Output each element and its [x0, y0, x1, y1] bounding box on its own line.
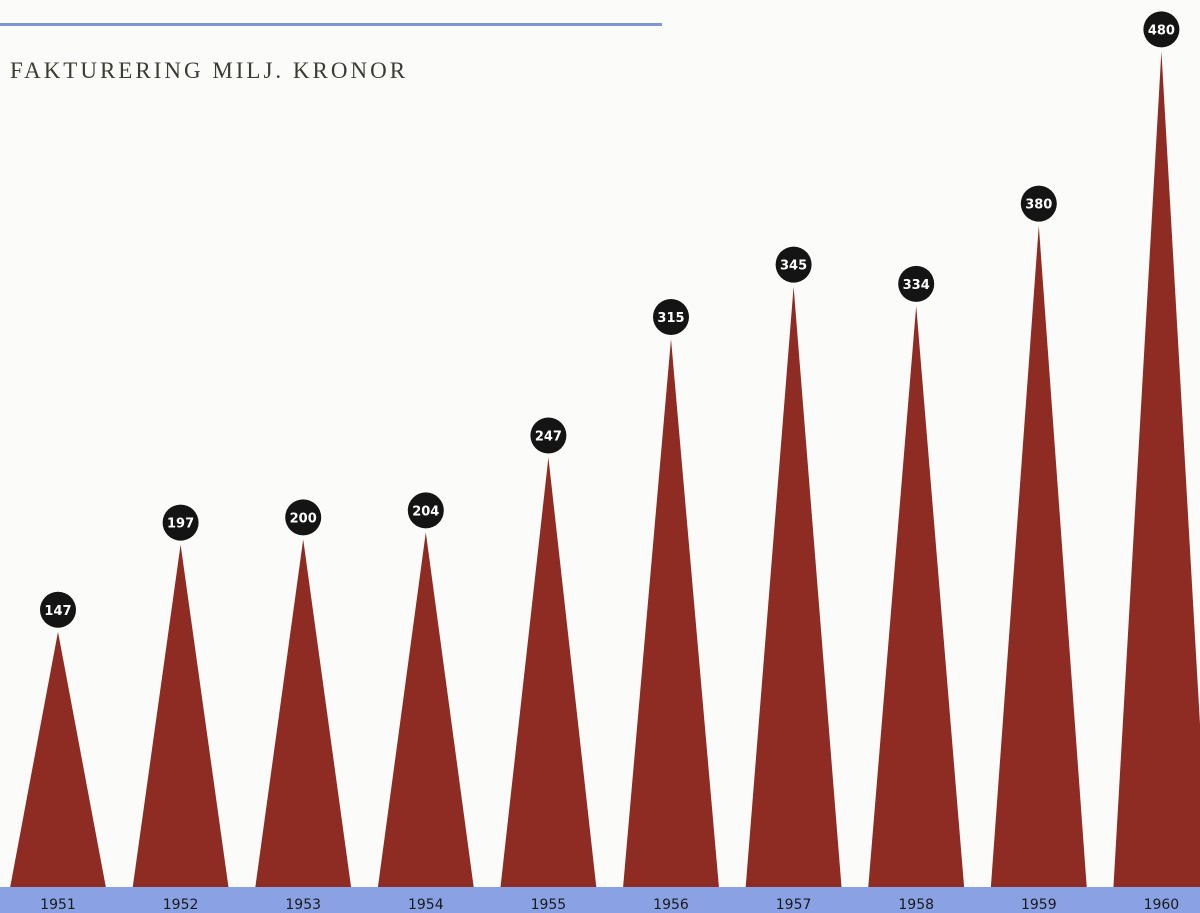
bar-1958	[868, 305, 965, 888]
value-badge-1952	[162, 504, 199, 541]
data-label-1956: 315	[657, 311, 684, 326]
x-tick-label-1957: 1957	[776, 897, 812, 913]
bar-1957	[745, 286, 842, 888]
x-axis-band	[0, 887, 1200, 913]
chart-title: FAKTURERING MILJ. KRONOR	[10, 58, 409, 83]
x-tick-label-1958: 1958	[898, 897, 934, 913]
x-tick-label-1954: 1954	[408, 897, 444, 913]
value-badge-1958	[898, 265, 935, 302]
data-label-1955: 247	[535, 429, 562, 444]
x-tick-label-1953: 1953	[285, 897, 321, 913]
x-tick-label-1959: 1959	[1021, 897, 1057, 913]
data-label-1954: 204	[412, 504, 439, 519]
value-badge-1954	[407, 492, 444, 529]
data-label-1960: 480	[1148, 23, 1175, 38]
data-label-1957: 345	[780, 259, 807, 274]
x-tick-label-1960: 1960	[1144, 897, 1180, 913]
x-tick-label-1956: 1956	[653, 897, 689, 913]
bar-1955	[500, 457, 597, 888]
bar-1953	[255, 539, 352, 888]
bar-1956	[623, 338, 719, 889]
value-badge-1957	[775, 246, 812, 283]
value-badge-1955	[530, 417, 567, 454]
x-tick-label-1955: 1955	[531, 897, 567, 913]
x-tick-label-1952: 1952	[163, 897, 199, 913]
value-badge-1953	[285, 499, 322, 536]
data-label-1952: 197	[167, 517, 194, 532]
bar-1951	[10, 631, 106, 888]
top-rule	[0, 23, 662, 26]
x-tick-label-1951: 1951	[40, 897, 76, 913]
value-badge-1951	[40, 591, 76, 628]
bar-1959	[990, 225, 1087, 888]
data-label-1951: 147	[44, 604, 71, 619]
data-label-1959: 380	[1025, 198, 1052, 213]
data-label-1958: 334	[903, 278, 930, 293]
data-label-1953: 200	[290, 511, 317, 526]
value-badge-1956	[653, 298, 689, 335]
value-badge-1960	[1143, 11, 1180, 48]
bar-1954	[377, 532, 474, 888]
bar-1960	[1113, 51, 1200, 888]
bar-1952	[132, 544, 229, 888]
value-badge-1959	[1020, 185, 1057, 222]
